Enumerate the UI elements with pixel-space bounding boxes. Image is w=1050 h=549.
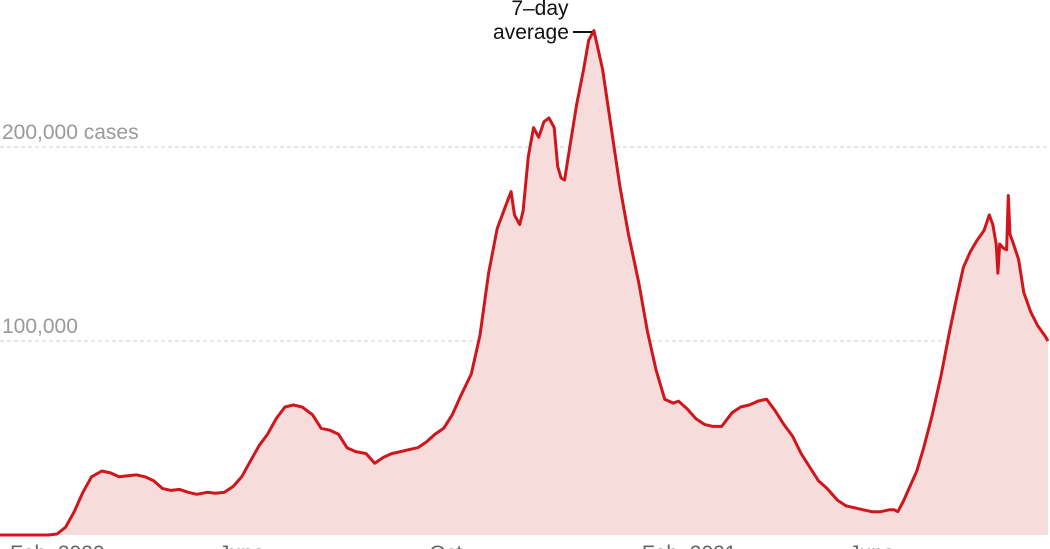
y-tick-label: 200,000 cases — [2, 121, 139, 144]
series-area — [0, 30, 1048, 535]
series-line — [0, 29, 1050, 537]
annotation-line-1: 7–day — [511, 0, 569, 20]
annotation-line-2: average — [493, 21, 569, 44]
series-area-layer — [0, 30, 1048, 535]
x-tick-labels: Feb. 2020 June Oct. Feb. 2021 June — [10, 542, 895, 549]
x-tick-label: June — [219, 542, 265, 549]
series-line-layer — [0, 29, 1050, 537]
x-tick-label: Feb. 2021 — [642, 542, 737, 549]
annotation-group: 7–day average — [493, 0, 592, 44]
y-tick-labels: 100,000 200,000 cases — [2, 121, 139, 338]
x-tick-label: June — [849, 542, 895, 549]
x-tick-label: Oct. — [430, 542, 469, 549]
x-tick-label: Feb. 2020 — [10, 542, 105, 549]
y-tick-label: 100,000 — [2, 315, 78, 338]
